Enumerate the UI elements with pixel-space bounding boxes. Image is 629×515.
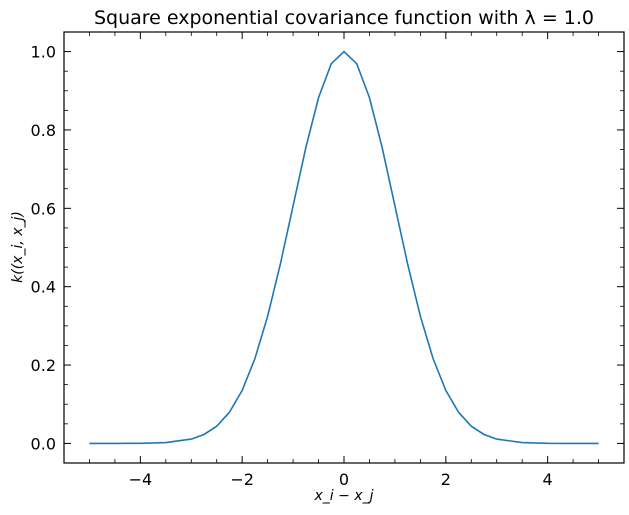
plot-frame xyxy=(63,31,625,464)
minor-ticks xyxy=(64,32,624,463)
y-tick-label: 0.0 xyxy=(31,434,56,453)
y-tick-label: 0.8 xyxy=(31,121,56,140)
x-tick-label: −4 xyxy=(129,470,153,489)
y-tick-label: 0.6 xyxy=(31,199,56,218)
y-axis-label: k((x_i, x_j) xyxy=(10,211,26,283)
x-tick-label: 4 xyxy=(543,470,553,489)
series-line xyxy=(89,50,599,445)
y-tick-label: 0.2 xyxy=(31,356,56,375)
x-axis-label: x_i − x_j xyxy=(314,488,374,504)
y-tick-label: 0.4 xyxy=(31,278,56,297)
y-axis-ticks: 0.0 0.2 0.4 0.6 0.8 1.0 xyxy=(31,43,624,453)
y-tick-label: 1.0 xyxy=(31,43,56,62)
x-tick-label: 0 xyxy=(339,470,349,489)
x-tick-label: −2 xyxy=(230,470,254,489)
x-tick-label: 2 xyxy=(441,470,451,489)
x-axis-ticks: −4 −2 0 2 4 xyxy=(129,32,553,489)
chart-title: Square exponential covariance function w… xyxy=(94,7,594,29)
